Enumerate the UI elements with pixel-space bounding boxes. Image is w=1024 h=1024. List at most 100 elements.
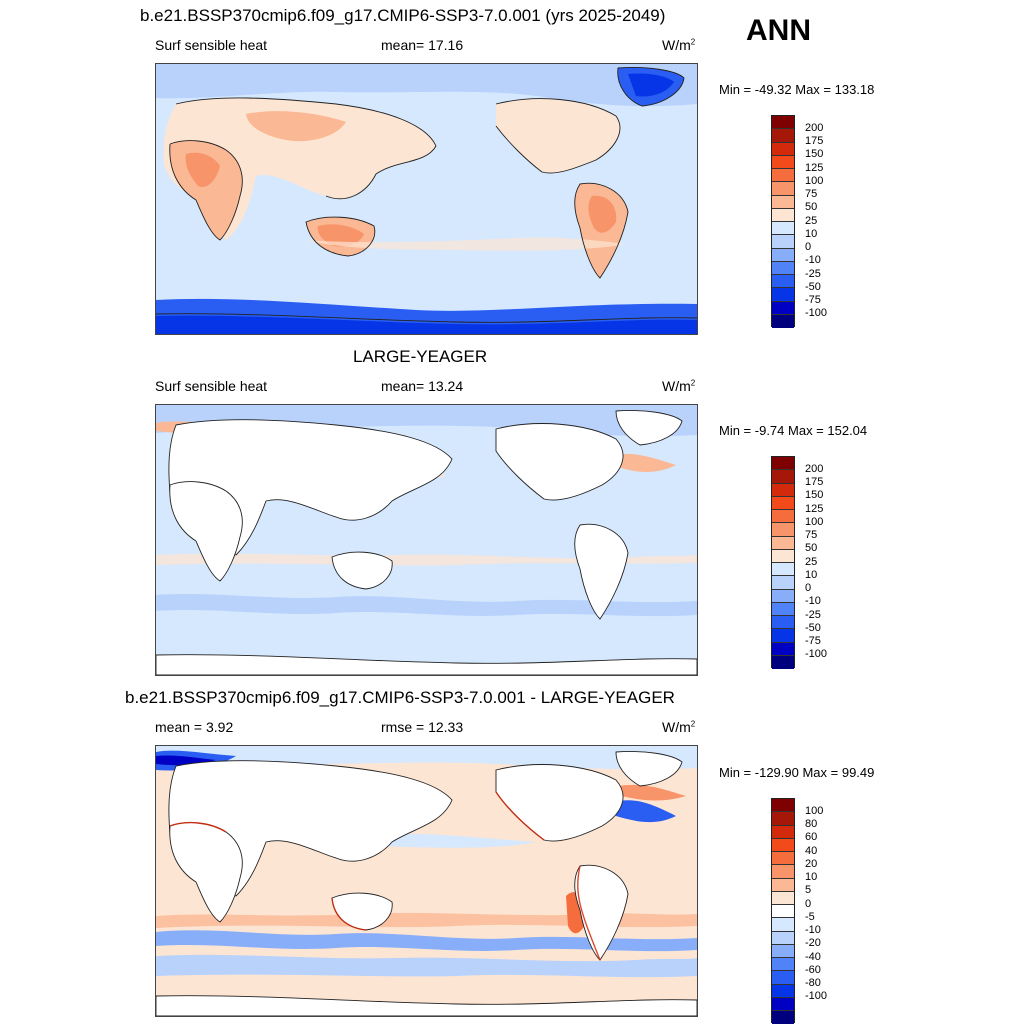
colorbar-swatch — [772, 523, 794, 537]
colorbar-swatch — [772, 865, 794, 879]
colorbar-tick-label: 25 — [805, 555, 818, 568]
colorbar-tick-label: -20 — [805, 937, 821, 950]
colorbar-swatch — [772, 496, 794, 510]
colorbar-tick-label: 10 — [805, 227, 818, 240]
colorbar-swatch — [772, 997, 794, 1011]
panel-1-units: W/m2 — [662, 37, 696, 53]
colorbar-swatch — [772, 549, 794, 563]
colorbar-tick-label: 200 — [805, 462, 824, 475]
panel-1-minmax: Min = -49.32 Max = 133.18 — [719, 82, 875, 97]
colorbar-swatch — [772, 1011, 794, 1024]
panel-2-mean-label: mean= 13.24 — [381, 378, 464, 394]
colorbar-swatch — [772, 195, 794, 209]
colorbar-tick-label: 200 — [805, 121, 824, 134]
colorbar-tick-label: 100 — [805, 804, 824, 817]
colorbar-tick-label: -100 — [805, 307, 828, 320]
colorbar-swatch — [772, 261, 794, 275]
colorbar-swatch — [772, 155, 794, 169]
panel-3-rmse-label: rmse = 12.33 — [381, 719, 464, 735]
colorbar-swatch — [772, 944, 794, 958]
colorbar-tick-label: 50 — [805, 542, 818, 555]
colorbar-swatch — [772, 931, 794, 945]
colorbar-swatch — [772, 878, 794, 892]
colorbar-tick-label: 20 — [805, 857, 818, 870]
colorbar-swatch — [772, 642, 794, 656]
colorbar-swatch — [772, 958, 794, 972]
colorbar-swatch — [772, 169, 794, 183]
colorbar-tick-label: -80 — [805, 977, 821, 989]
colorbar-swatch — [772, 812, 794, 826]
colorbar-swatch — [772, 129, 794, 143]
panel-2-units: W/m2 — [662, 378, 696, 394]
colorbar-tick-label: -10 — [805, 595, 821, 608]
panel-2-minmax: Min = -9.74 Max = 152.04 — [719, 423, 868, 438]
panel-2-map — [155, 404, 698, 676]
colorbar-swatch — [772, 116, 794, 130]
colorbar-tick-label: 150 — [805, 489, 824, 502]
colorbar-swatch — [772, 248, 794, 262]
colorbar-tick-label: -100 — [805, 990, 828, 1003]
colorbar-swatch — [772, 616, 794, 630]
colorbar-tick-label: -75 — [805, 294, 821, 306]
colorbar-tick-label: 125 — [805, 161, 824, 174]
colorbar-tick-label: 125 — [805, 502, 824, 515]
colorbar-swatch — [772, 838, 794, 852]
panel-3-title: b.e21.BSSP370cmip6.f09_g17.CMIP6-SSP3-7.… — [125, 688, 675, 707]
colorbar-tick-label: -25 — [805, 267, 821, 280]
colorbar-swatch — [772, 235, 794, 249]
colorbar-swatch — [772, 589, 794, 603]
colorbar-swatch — [772, 629, 794, 643]
colorbar-tick-label: -10 — [805, 924, 821, 936]
colorbar-swatch — [772, 483, 794, 497]
colorbar-tick-label: -10 — [805, 254, 821, 267]
colorbar-tick-label: 75 — [805, 188, 818, 200]
colorbar-tick-label: -100 — [805, 648, 828, 661]
colorbar-swatch — [772, 799, 794, 813]
colorbar-tick-label: -75 — [805, 635, 821, 647]
colorbar-tick-label: 150 — [805, 148, 824, 161]
colorbar-swatch — [772, 470, 794, 484]
colorbar-swatch — [772, 825, 794, 839]
colorbar-tick-label: -50 — [805, 621, 821, 634]
colorbar-tick-label: 175 — [805, 135, 824, 147]
colorbar-tick-label: -40 — [805, 950, 821, 963]
colorbar-swatch — [772, 852, 794, 866]
colorbar-swatch — [772, 275, 794, 289]
panel-3-mean-label: mean = 3.92 — [155, 719, 234, 735]
colorbar-tick-label: 75 — [805, 529, 818, 541]
colorbar-swatch — [772, 314, 794, 328]
panel-1-map — [155, 63, 698, 335]
colorbar-tick-label: 10 — [805, 568, 818, 581]
colorbar-swatch — [772, 142, 794, 156]
colorbar-tick-label: 25 — [805, 214, 818, 227]
colorbar-swatch — [772, 984, 794, 998]
panel-2-title: LARGE-YEAGER — [353, 347, 488, 366]
colorbar-tick-label: 175 — [805, 476, 824, 488]
colorbar-tick-label: -60 — [805, 963, 821, 976]
colorbar-tick-label: 40 — [805, 844, 818, 857]
panel-1-variable-label: Surf sensible heat — [155, 37, 268, 53]
season-label: ANN — [746, 14, 811, 47]
colorbar-tick-label: -25 — [805, 608, 821, 621]
colorbar-swatch — [772, 288, 794, 302]
colorbar-tick-label: 10 — [805, 871, 818, 883]
colorbar-swatch — [772, 536, 794, 550]
colorbar-swatch — [772, 563, 794, 577]
colorbar-tick-label: -5 — [805, 910, 815, 923]
colorbar-swatch — [772, 222, 794, 236]
colorbar-tick-label: 80 — [805, 818, 818, 830]
panel-3-colorbar — [771, 798, 795, 1024]
panel-2-variable-label: Surf sensible heat — [155, 378, 268, 394]
colorbar-swatch — [772, 576, 794, 590]
colorbar-swatch — [772, 655, 794, 669]
panel-1-mean-label: mean= 17.16 — [381, 37, 464, 53]
colorbar-tick-label: 100 — [805, 515, 824, 528]
colorbar-tick-label: 100 — [805, 174, 824, 187]
colorbar-tick-label: 0 — [805, 582, 812, 594]
panel-3-map — [155, 745, 698, 1017]
colorbar-swatch — [772, 510, 794, 524]
panel-2-colorbar — [771, 456, 795, 669]
panel-3-minmax: Min = -129.90 Max = 99.49 — [719, 765, 875, 780]
colorbar-tick-label: 5 — [805, 884, 812, 897]
colorbar-swatch — [772, 905, 794, 919]
